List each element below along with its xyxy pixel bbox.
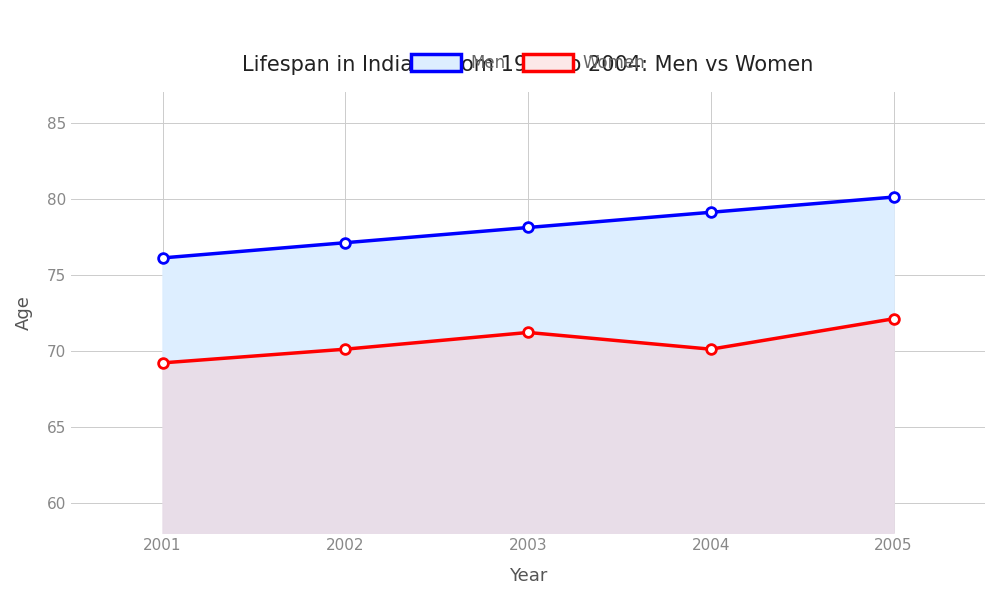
Title: Lifespan in Indiana from 1963 to 2004: Men vs Women: Lifespan in Indiana from 1963 to 2004: M… — [242, 55, 814, 75]
X-axis label: Year: Year — [509, 567, 547, 585]
Y-axis label: Age: Age — [15, 295, 33, 330]
Legend: Men, Women: Men, Women — [404, 47, 652, 79]
